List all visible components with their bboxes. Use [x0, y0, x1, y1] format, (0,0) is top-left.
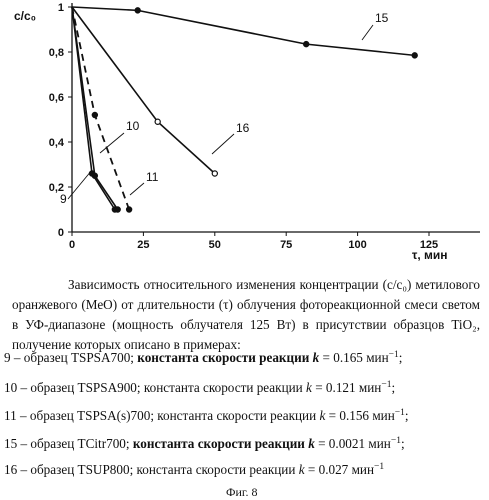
- legend-row-prefix: 15 – образец TCitr700;: [4, 436, 130, 451]
- legend-row-prefix: 11 – образец TSPSA(s)700;: [4, 408, 154, 423]
- legend-row-k: k: [319, 408, 326, 423]
- legend-row-k: k: [298, 462, 305, 477]
- series-label-leader: [211, 133, 235, 155]
- x-tick-label: 75: [280, 239, 292, 251]
- x-tick-label: 25: [137, 239, 149, 251]
- legend-row-exp: −1: [388, 350, 399, 360]
- legend-row-k: k: [308, 436, 315, 451]
- legend-row-15: 15 – образец TCitr700; константа скорост…: [4, 436, 405, 452]
- x-tick-label: 100: [348, 239, 366, 251]
- series-15-point: [411, 52, 418, 59]
- legend-row-exp: −1: [390, 436, 401, 446]
- x-tick-label: 50: [209, 239, 221, 251]
- legend-row-exp: −1: [394, 408, 405, 418]
- chart-series: [71, 6, 418, 213]
- legend-row-value: = 0.121 мин: [315, 380, 382, 395]
- y-tick-label: 1: [58, 2, 64, 14]
- legend-row-tail: ;: [400, 436, 405, 451]
- legend-row-value: = 0.027 мин: [307, 462, 375, 477]
- legend-row-10: 10 – образец TSPSA900; константа скорост…: [4, 380, 395, 396]
- legend-row-tail: ;: [398, 350, 403, 365]
- chart: 0 25 50 75 100 125 0 0,2 0,4 0,6 0,8 1 c/c₀ τ, мин 15 1…: [14, 2, 480, 262]
- legend-row-prefix: 9 – образец TSPSA700;: [4, 350, 134, 365]
- y-tick-label: 0: [58, 227, 64, 239]
- series-label-11: 11: [146, 170, 159, 184]
- chart-labels: 0 25 50 75 100 125 0 0,2 0,4 0,6 0,8 1 c/c₀ τ, мин 15 1…: [14, 2, 448, 262]
- legend-row-k: k: [312, 350, 320, 365]
- series-15-point: [134, 7, 141, 14]
- series-label-leader: [129, 182, 145, 196]
- y-tick-label: 0,4: [49, 137, 65, 149]
- legend-row-exp: −1: [374, 462, 385, 472]
- series-line-16: [71, 6, 216, 175]
- series-label-leader: [67, 169, 93, 200]
- legend-row-label: константа скорости реакции: [136, 462, 296, 477]
- x-axis-label: τ, мин: [412, 248, 448, 262]
- legend-row-k: k: [306, 380, 312, 395]
- legend-row-label: константа скорости реакции: [132, 436, 305, 451]
- legend-row-exp: −1: [381, 380, 392, 390]
- series-16-point: [211, 170, 218, 177]
- legend-row-tail: ;: [404, 408, 409, 423]
- series-11-point: [91, 111, 99, 119]
- legend-row-prefix: 16 – образец TSUP800;: [4, 462, 134, 477]
- legend-row-9: 9 – образец TSPSA700; константа скорости…: [4, 350, 402, 366]
- legend-row-label: константа скорости реакции: [137, 350, 310, 365]
- series-label-leader: [361, 24, 374, 41]
- y-tick-label: 0,8: [49, 47, 64, 59]
- figure-caption: Зависимость относительного изменения кон…: [12, 277, 480, 352]
- series-label-leader: [99, 132, 125, 154]
- legend-row-prefix: 10 – образец TSPSA900;: [4, 380, 141, 395]
- series-line-11: [71, 6, 130, 210]
- legend-row-value: = 0.0021 мин: [318, 436, 391, 451]
- legend-row-11: 11 – образец TSPSA(s)700; константа скор…: [4, 408, 409, 424]
- x-tick-label: 0: [69, 239, 75, 251]
- series-line-15: [71, 6, 415, 57]
- legend-row-label: константа скорости реакции: [157, 408, 317, 423]
- legend-row-tail: ;: [391, 380, 396, 395]
- legend-row-value: = 0.156 мин: [328, 408, 395, 423]
- y-tick-label: 0,6: [49, 92, 64, 104]
- series-label-15: 15: [375, 11, 389, 25]
- x-tick-label: 125: [420, 239, 438, 251]
- series-9-point: [111, 206, 119, 213]
- series-label-10: 10: [126, 119, 140, 133]
- series-label-9: 9: [60, 192, 67, 206]
- y-axis-label: c/c₀: [14, 9, 36, 23]
- series-line-9: [71, 6, 116, 210]
- series-15-point: [302, 40, 310, 48]
- series-16-point: [154, 118, 161, 125]
- series-11-point: [125, 206, 133, 213]
- legend-row-label: константа скорости реакции: [143, 380, 303, 395]
- figure-label: Фиг. 8: [226, 485, 258, 499]
- y-tick-label: 0,2: [49, 182, 64, 194]
- legend-row-16: 16 – образец TSUP800; константа скорости…: [4, 462, 384, 478]
- legend-row-value: = 0.165 мин: [322, 350, 389, 365]
- series-label-16: 16: [236, 121, 250, 135]
